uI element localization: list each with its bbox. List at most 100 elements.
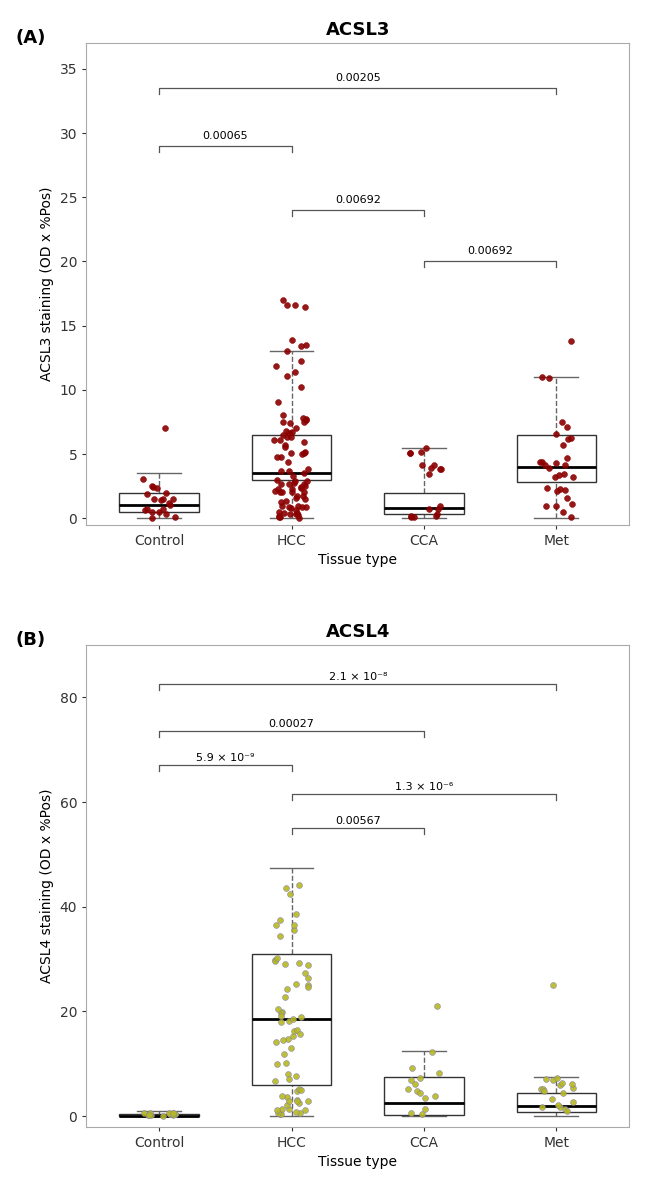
Point xyxy=(540,1082,550,1101)
Point xyxy=(279,503,289,522)
Point xyxy=(291,1091,302,1110)
Point xyxy=(547,1089,558,1108)
Point xyxy=(540,455,551,474)
Point xyxy=(299,464,309,483)
Point xyxy=(295,1081,306,1100)
Point xyxy=(289,295,300,314)
Point xyxy=(282,1096,293,1115)
Point xyxy=(273,480,283,499)
Point xyxy=(271,1032,281,1051)
Point xyxy=(562,418,572,437)
Point xyxy=(283,497,294,516)
Point xyxy=(300,476,311,495)
Point xyxy=(161,505,172,524)
Point xyxy=(280,954,290,973)
Point xyxy=(286,499,296,518)
Text: 0.00205: 0.00205 xyxy=(335,73,381,83)
Point xyxy=(430,1086,440,1106)
Point xyxy=(283,475,294,494)
Point xyxy=(285,413,296,432)
Point xyxy=(415,1084,425,1103)
Point xyxy=(407,1058,417,1077)
Title: ACSL4: ACSL4 xyxy=(326,622,390,640)
Point xyxy=(421,438,432,457)
X-axis label: Tissue type: Tissue type xyxy=(318,1155,397,1169)
Point xyxy=(294,1094,304,1113)
Point xyxy=(551,453,562,472)
Point xyxy=(292,503,303,522)
Point xyxy=(297,497,307,516)
Point xyxy=(562,1101,573,1120)
Point xyxy=(559,464,569,483)
Point xyxy=(289,1021,300,1040)
Point xyxy=(278,1031,289,1050)
Point xyxy=(296,478,306,497)
Point xyxy=(283,1091,294,1110)
Point xyxy=(142,500,152,519)
Point xyxy=(302,976,313,995)
Point xyxy=(148,478,158,497)
Point xyxy=(151,478,162,497)
Point xyxy=(554,1097,565,1116)
Bar xyxy=(517,434,596,482)
Y-axis label: ACSL4 staining (OD x %Pos): ACSL4 staining (OD x %Pos) xyxy=(40,789,54,983)
Point xyxy=(273,1000,283,1019)
Point xyxy=(269,430,280,449)
Point xyxy=(409,507,419,526)
Point xyxy=(291,501,301,520)
Point xyxy=(282,1088,293,1107)
Point xyxy=(292,1020,302,1039)
Point xyxy=(276,1013,287,1032)
Point xyxy=(281,1054,291,1073)
Point xyxy=(291,505,301,524)
Point xyxy=(552,481,562,500)
Point xyxy=(289,915,299,934)
Point xyxy=(269,951,280,970)
Point xyxy=(405,443,415,462)
Point xyxy=(544,459,554,478)
Point xyxy=(280,437,290,456)
Point xyxy=(170,1104,181,1123)
Point xyxy=(300,409,311,428)
Point xyxy=(271,916,281,935)
Text: 0.00065: 0.00065 xyxy=(203,131,248,140)
Point xyxy=(553,1096,564,1115)
Point xyxy=(274,482,285,501)
Point xyxy=(287,483,297,502)
Point xyxy=(164,1104,175,1123)
Point xyxy=(146,508,157,527)
Point xyxy=(285,444,296,463)
Point xyxy=(303,969,313,988)
Point xyxy=(432,997,442,1016)
Point xyxy=(567,1075,577,1094)
Text: 0.00692: 0.00692 xyxy=(467,246,513,256)
Point xyxy=(146,1106,157,1125)
Point xyxy=(551,496,562,515)
Point xyxy=(290,471,300,490)
Point xyxy=(291,975,302,994)
Point xyxy=(170,507,180,526)
Point xyxy=(276,493,286,512)
Point xyxy=(291,419,301,438)
Point xyxy=(274,502,285,521)
Bar xyxy=(120,1114,199,1116)
Point xyxy=(435,459,445,478)
Text: 0.00567: 0.00567 xyxy=(335,815,381,826)
Point xyxy=(168,490,178,509)
Point xyxy=(568,1079,578,1098)
Point xyxy=(298,482,309,501)
Point xyxy=(277,1086,287,1106)
Point xyxy=(560,481,571,500)
Point xyxy=(161,483,171,502)
Point xyxy=(404,444,415,463)
Bar xyxy=(252,954,332,1085)
Point xyxy=(281,878,292,897)
Point xyxy=(291,904,301,923)
Bar xyxy=(252,434,332,480)
Point xyxy=(295,1103,306,1122)
Point xyxy=(168,1104,178,1123)
Point xyxy=(291,488,301,507)
Point xyxy=(277,1100,287,1119)
Point xyxy=(274,910,285,929)
Y-axis label: ACSL3 staining (OD x %Pos): ACSL3 staining (OD x %Pos) xyxy=(40,187,54,381)
